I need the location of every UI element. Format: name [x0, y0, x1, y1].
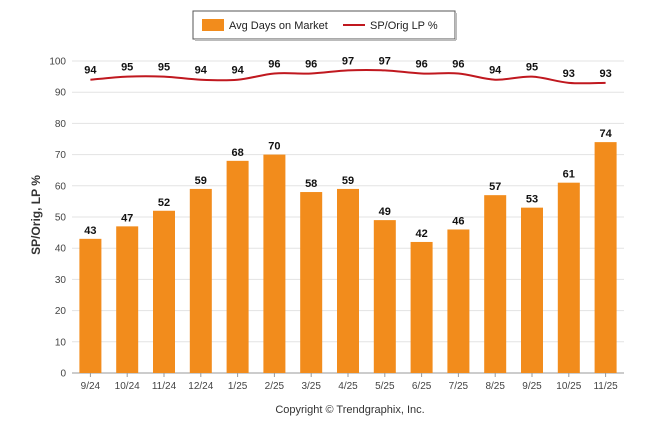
x-tick-label: 10/25 — [556, 381, 581, 392]
line-data-label: 94 — [489, 65, 502, 77]
bar — [226, 160, 249, 373]
line-data-label: 94 — [231, 65, 244, 77]
bar — [189, 188, 212, 373]
line-series: 94 95 95 94 94 96 96 97 97 96 96 94 95 93 93 — [84, 55, 612, 85]
bar-data-label: 49 — [379, 206, 391, 218]
line-data-label: 94 — [195, 65, 208, 77]
bar-data-label: 47 — [121, 212, 133, 224]
line-data-label: 96 — [268, 58, 280, 70]
x-tick-label: 9/25 — [522, 381, 542, 392]
bar — [447, 229, 470, 373]
bar — [373, 220, 396, 373]
y-tick-label: 10 — [55, 337, 67, 348]
x-tick-label: 9/24 — [81, 381, 101, 392]
bar — [410, 241, 433, 373]
line-path — [90, 68, 606, 85]
x-tick-label: 11/24 — [152, 381, 177, 392]
bar-data-label: 70 — [268, 141, 280, 153]
y-tick-label: 50 — [55, 213, 67, 224]
y-tick-label: 80 — [55, 119, 67, 130]
x-tick-label: 12/24 — [188, 381, 213, 392]
y-tick-label: 70 — [55, 150, 67, 161]
x-tick-label: 2/25 — [265, 381, 285, 392]
bar-data-label: 57 — [489, 181, 501, 193]
bar — [116, 226, 139, 373]
x-axis-ticks: 9/24 10/24 11/24 12/24 1/25 2/25 3/25 4/25 5/25 6… — [81, 373, 618, 392]
y-tick-label: 0 — [60, 369, 66, 380]
legend: Avg Days on Market SP/Orig LP % — [192, 10, 457, 41]
x-tick-label: 3/25 — [301, 381, 321, 392]
bar-series: 43 47 52 59 68 70 58 59 49 42 46 57 53 61 74 — [79, 128, 617, 373]
line-data-label: 93 — [599, 68, 611, 80]
bar — [557, 182, 580, 373]
y-axis-label: SP/Orig, LP % — [29, 175, 43, 255]
copyright-text: Copyright © Trendgraphix, Inc. — [275, 404, 424, 416]
x-tick-label: 1/25 — [228, 381, 248, 392]
bar — [153, 210, 175, 373]
legend-label-line: SP/Orig LP % — [370, 20, 438, 32]
bar-data-label: 52 — [158, 197, 170, 209]
bar-data-label: 61 — [563, 169, 575, 181]
bar-data-label: 74 — [599, 128, 612, 140]
line-data-label: 95 — [121, 62, 133, 74]
line-data-label: 97 — [342, 55, 354, 67]
line-data-label: 97 — [379, 55, 391, 67]
bar-data-label: 43 — [84, 225, 96, 237]
bar-data-label: 58 — [305, 178, 317, 190]
legend-label-bar: Avg Days on Market — [229, 20, 328, 32]
line-data-label: 95 — [526, 62, 538, 74]
bar-data-label: 46 — [452, 215, 464, 227]
legend-box — [192, 10, 456, 40]
line-data-label: 94 — [84, 65, 97, 77]
bar — [79, 238, 102, 373]
y-tick-label: 60 — [55, 181, 67, 192]
bar — [263, 154, 286, 373]
y-tick-label: 20 — [55, 306, 67, 317]
y-tick-label: 90 — [55, 88, 67, 99]
x-tick-label: 10/24 — [115, 381, 140, 392]
line-data-label: 96 — [305, 58, 317, 70]
bar — [521, 207, 543, 373]
line-data-label: 95 — [158, 62, 170, 74]
y-tick-label: 100 — [49, 57, 66, 68]
y-axis-ticks: 0 10 20 30 40 50 60 70 80 90 100 — [49, 57, 66, 380]
line-data-label: 96 — [452, 58, 464, 70]
x-tick-label: 8/25 — [485, 381, 505, 392]
bar-data-label: 42 — [415, 228, 427, 240]
x-tick-label: 6/25 — [412, 381, 432, 392]
y-tick-label: 40 — [55, 244, 67, 255]
line-data-label: 96 — [415, 58, 427, 70]
bar — [337, 188, 359, 373]
bar-data-label: 59 — [342, 175, 354, 187]
bar — [484, 195, 507, 373]
y-tick-label: 30 — [55, 275, 67, 286]
bar-data-label: 59 — [195, 175, 207, 187]
x-tick-label: 5/25 — [375, 381, 395, 392]
x-tick-label: 4/25 — [338, 381, 358, 392]
bar — [300, 192, 323, 373]
x-tick-label: 11/25 — [593, 381, 618, 392]
line-data-label: 93 — [563, 68, 575, 80]
bar-data-label: 53 — [526, 194, 538, 206]
bar — [594, 142, 617, 373]
legend-swatch-bar — [202, 19, 224, 31]
x-tick-label: 7/25 — [449, 381, 469, 392]
bar-data-label: 68 — [231, 147, 243, 159]
